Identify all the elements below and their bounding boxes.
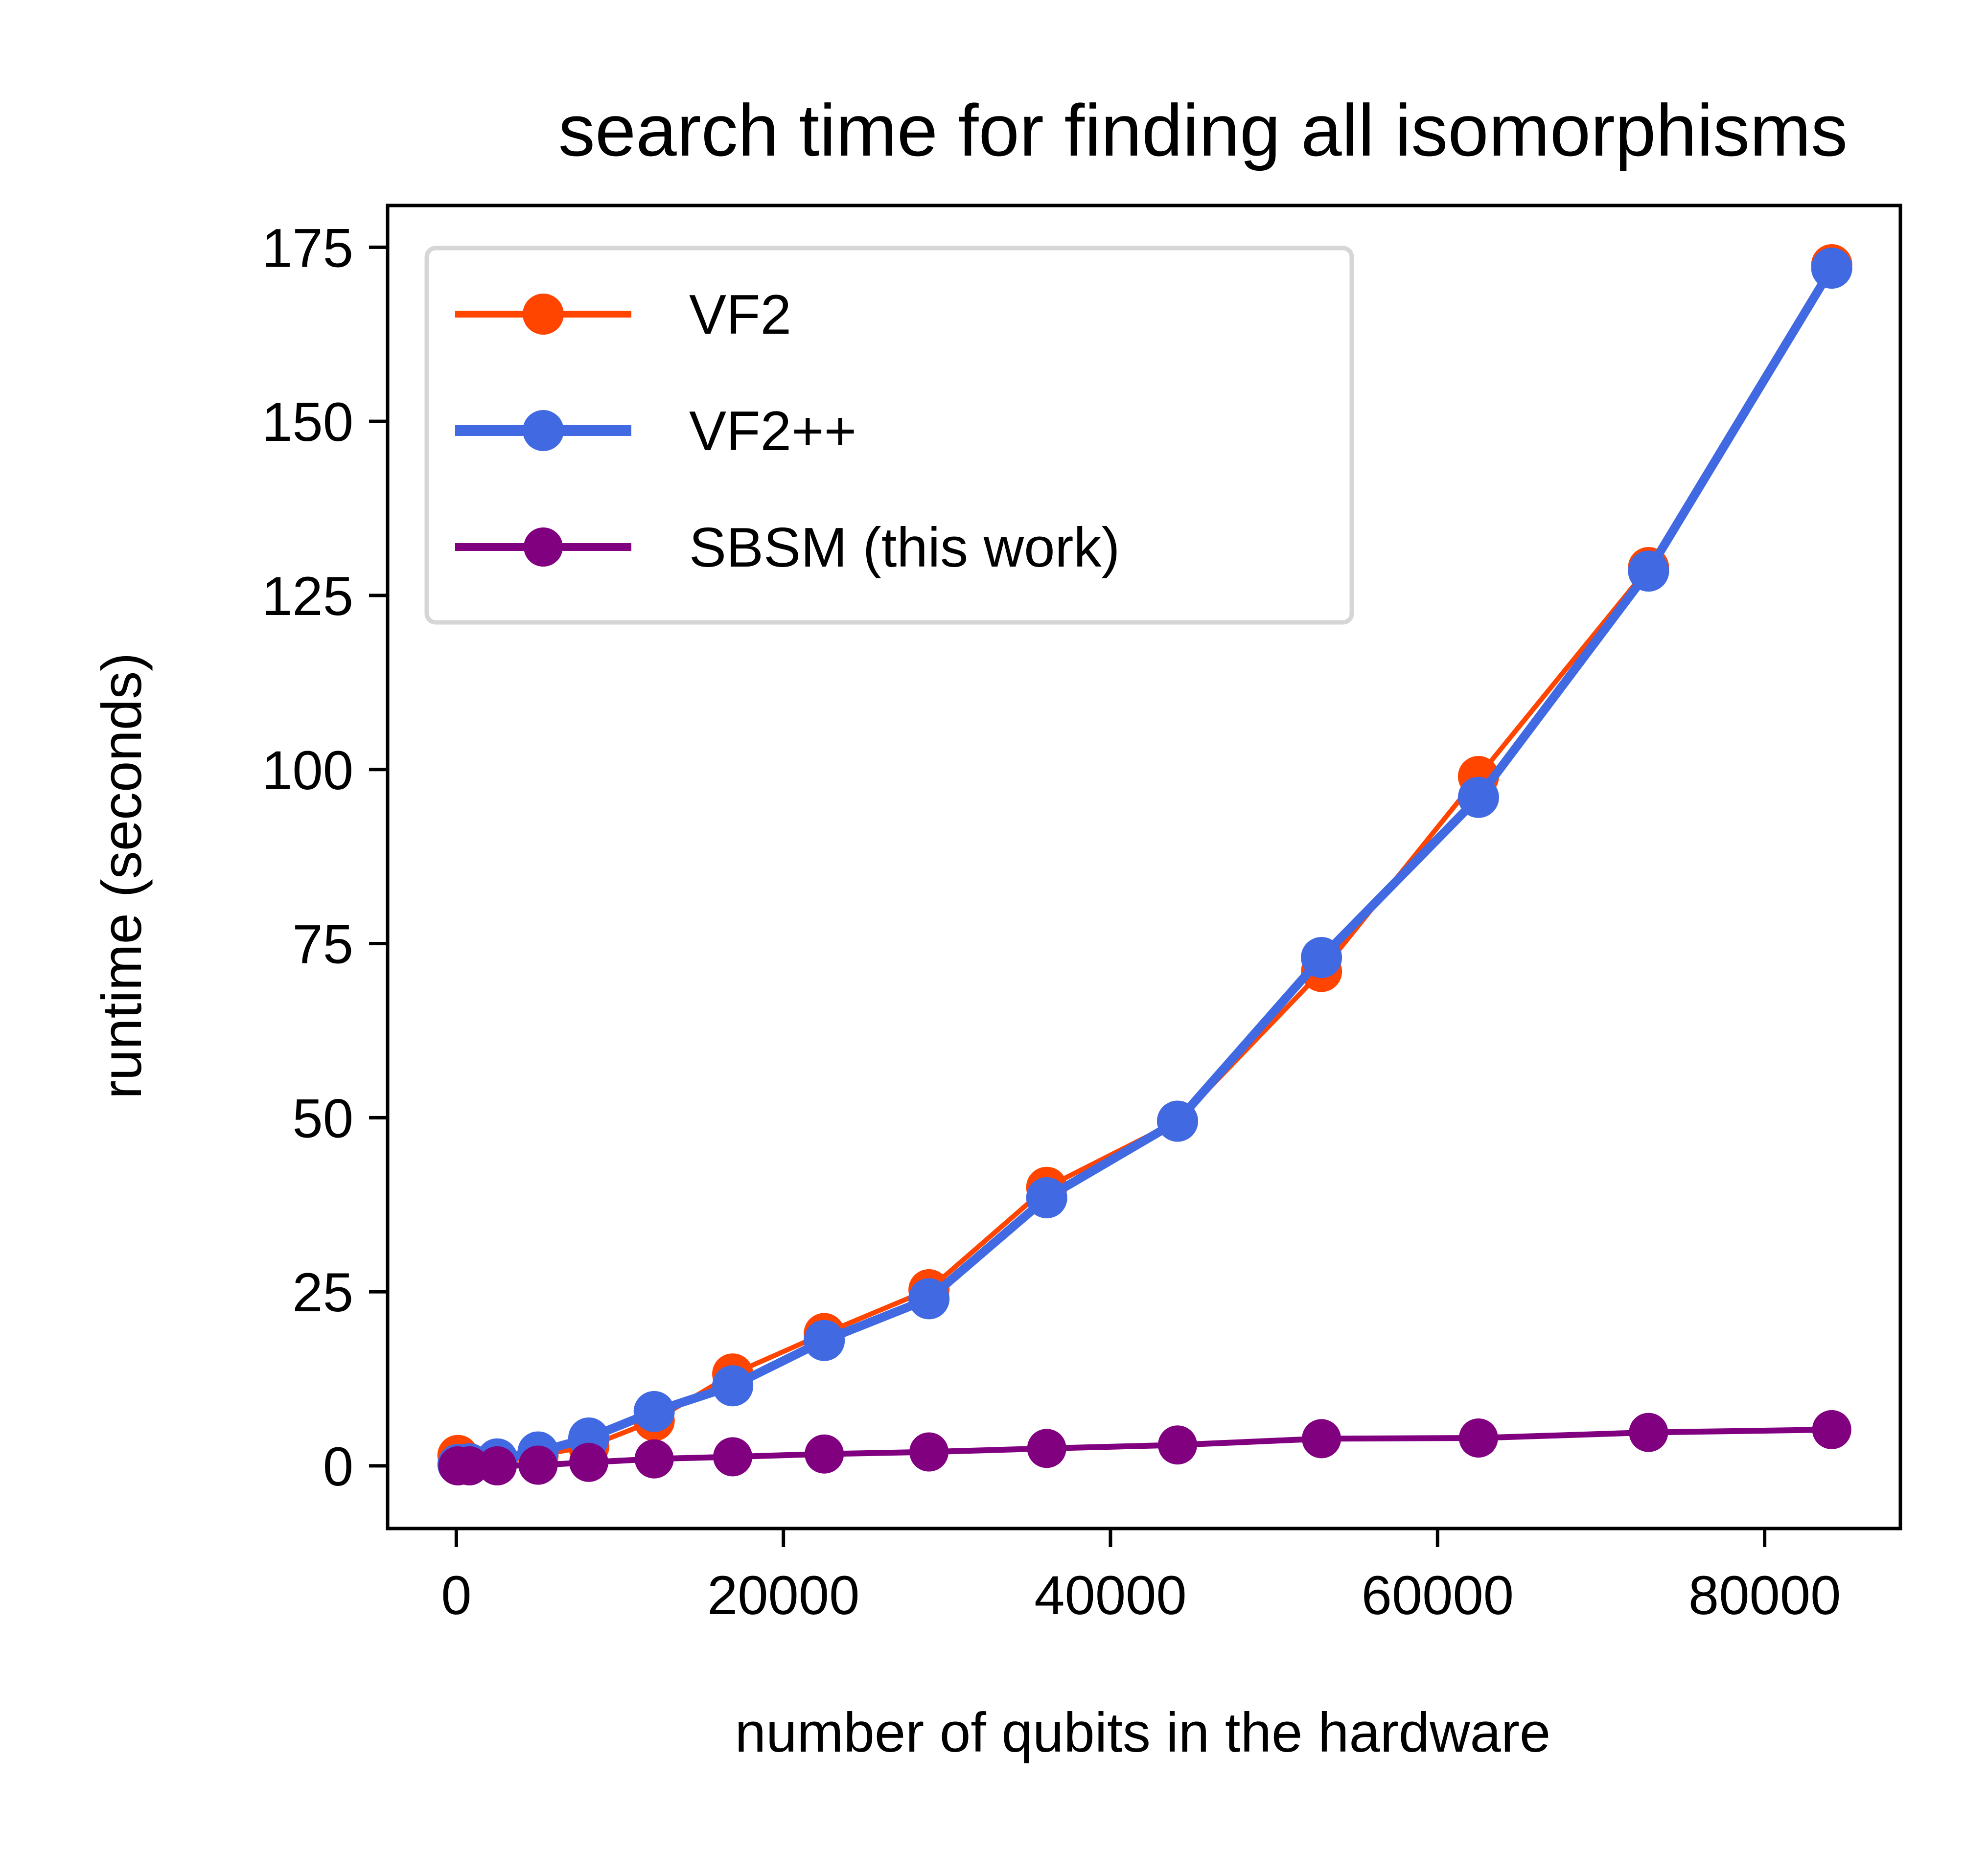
- data-point: [477, 1446, 517, 1485]
- y-tick-label: 50: [292, 1088, 353, 1149]
- x-tick-label: 0: [441, 1565, 471, 1626]
- chart-title: search time for finding all isomorphisms: [558, 89, 1848, 171]
- data-point: [712, 1365, 754, 1407]
- legend-entry: VF2++: [455, 400, 856, 462]
- y-tick-label: 175: [262, 217, 353, 278]
- data-point: [1158, 1425, 1197, 1465]
- y-tick-label: 75: [292, 914, 353, 975]
- data-point: [1026, 1177, 1067, 1218]
- data-point: [450, 1446, 489, 1485]
- data-point: [1027, 1429, 1066, 1468]
- y-axis-label: runtime (seconds): [91, 653, 153, 1099]
- x-tick-label: 20000: [707, 1565, 859, 1626]
- legend-label: VF2: [689, 284, 791, 346]
- y-tick-label: 100: [262, 740, 353, 801]
- data-point: [1301, 937, 1342, 978]
- data-point: [569, 1442, 608, 1482]
- axes: 0 20000 40000 60000 80000 0 25 50 75 100 125 150 175: [262, 204, 1902, 1626]
- data-point: [1812, 1410, 1851, 1449]
- y-tick-label: 25: [292, 1262, 353, 1323]
- series-2: [438, 1410, 1851, 1485]
- data-point: [1457, 776, 1499, 818]
- data-point: [1458, 1418, 1498, 1458]
- legend-label: VF2++: [689, 400, 856, 462]
- data-point: [633, 1391, 675, 1432]
- y-tick-label: 150: [262, 391, 353, 453]
- legend: VF2 VF2++ SBSM (this work): [424, 246, 1354, 625]
- legend-label: SBSM (this work): [689, 517, 1120, 579]
- data-point: [1628, 550, 1669, 592]
- y-tick-label: 0: [323, 1436, 353, 1497]
- data-point: [713, 1437, 753, 1477]
- legend-entry: SBSM (this work): [455, 517, 1120, 579]
- y-tick-label: 125: [262, 566, 353, 627]
- data-point: [1157, 1100, 1198, 1142]
- x-tick-label: 60000: [1362, 1565, 1514, 1626]
- legend-box: [424, 246, 1354, 625]
- legend-entry: VF2: [455, 284, 791, 346]
- x-tick-label: 40000: [1034, 1565, 1186, 1626]
- plot-frame: [386, 204, 1902, 1530]
- data-point: [1302, 1419, 1341, 1459]
- x-tick-label: 80000: [1688, 1565, 1841, 1626]
- data-point: [804, 1320, 845, 1361]
- data-point: [1811, 248, 1852, 289]
- data-point: [1629, 1413, 1668, 1452]
- data-point: [805, 1434, 844, 1474]
- data-point: [908, 1278, 950, 1320]
- legend-marker: [523, 294, 564, 335]
- plot-area: [437, 244, 1852, 1485]
- x-axis-label: number of qubits in the hardware: [735, 1702, 1551, 1764]
- legend-marker: [524, 527, 563, 567]
- data-point: [518, 1445, 558, 1485]
- legend-marker: [523, 410, 564, 451]
- data-point: [634, 1439, 674, 1479]
- data-point: [909, 1432, 949, 1472]
